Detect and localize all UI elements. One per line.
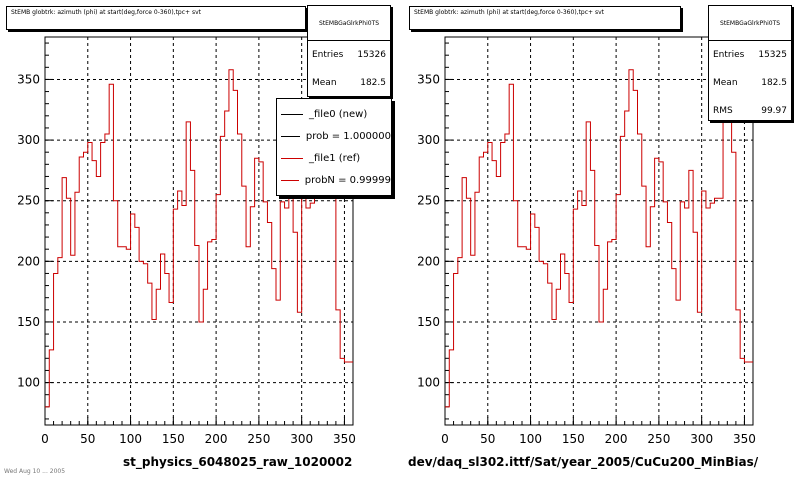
- histogram-panel-left: 0 50 100 150 200 250 300 350 100 150 200 250 300 350 …: [6, 5, 392, 469]
- legend-label: prob = 1.000000: [305, 130, 391, 142]
- y-tick-label: 350: [417, 72, 440, 86]
- footer-label: st_physics_6048025_raw_1020002: [123, 455, 353, 469]
- histogram-title: StEMB globtrk: azimuth (phi) at start(de…: [409, 6, 681, 30]
- stats-label: Mean: [312, 78, 337, 88]
- y-tick-label: 350: [17, 72, 40, 86]
- stats-row-entries: Entries 15325: [709, 41, 791, 69]
- x-tick-label: 50: [80, 432, 95, 446]
- stats-value: 99.97: [761, 106, 787, 116]
- legend: _file0 (new) prob = 1.000000 _file1 (ref…: [276, 98, 392, 196]
- stats-value: 15326: [357, 50, 386, 60]
- legend-label: _file1 (ref): [309, 152, 361, 164]
- histogram-series-line: [45, 69, 353, 408]
- x-tick-label: 300: [690, 432, 713, 446]
- y-tick-label: 300: [417, 133, 440, 147]
- footer-label: dev/daq_sl302.ittf/Sat/year_2005/CuCu200…: [408, 455, 759, 469]
- legend-entry: probN = 0.99999: [277, 169, 391, 191]
- y-tick-label: 250: [417, 194, 440, 208]
- x-tick-label: 300: [290, 432, 313, 446]
- x-tick-label: 100: [519, 432, 542, 446]
- stats-label: Entries: [713, 50, 745, 60]
- legend-swatch: [281, 113, 303, 115]
- y-tick-label: 100: [17, 376, 40, 390]
- timestamp-stamp: Wed Aug 10 ... 2005: [4, 468, 66, 475]
- x-tick-label: 150: [562, 432, 585, 446]
- stats-label: RMS: [713, 106, 733, 116]
- legend-entry: prob = 1.000000: [277, 125, 391, 147]
- x-tick-label: 250: [647, 432, 670, 446]
- x-tick-label: 350: [733, 432, 756, 446]
- legend-swatch: [281, 179, 299, 181]
- stats-value: 182.5: [360, 78, 386, 88]
- legend-swatch: [281, 157, 303, 159]
- y-tick-label: 250: [17, 194, 40, 208]
- stats-row-mean: Mean 182.5: [308, 69, 390, 97]
- y-tick-label: 150: [417, 315, 440, 329]
- y-tick-label: 100: [417, 376, 440, 390]
- stats-label: Entries: [312, 50, 344, 60]
- histogram-title: StEMB globtrk: azimuth (phi) at start(de…: [6, 6, 306, 30]
- x-tick-label: 350: [333, 432, 356, 446]
- legend-label: probN = 0.99999: [304, 174, 391, 186]
- stats-row-mean: Mean 182.5: [709, 69, 791, 97]
- stats-name: StEMBGaGlrkPhi0TS: [308, 6, 390, 41]
- plot-frame: [444, 36, 754, 426]
- legend-swatch: [281, 135, 300, 137]
- x-tick-label: 150: [162, 432, 185, 446]
- x-tick-label: 200: [605, 432, 628, 446]
- histogram-panel-right: 0 50 100 150 200 250 300 350 100 150 200 250 300 350 …: [400, 0, 800, 480]
- stats-box: StEMBGaGlrkPhi0TS Entries 15326 Mean 182…: [307, 5, 391, 97]
- y-tick-label: 200: [17, 254, 40, 268]
- x-tick-label: 0: [41, 432, 49, 446]
- x-tick-label: 0: [441, 432, 449, 446]
- legend-label: _file0 (new): [309, 108, 368, 120]
- y-tick-label: 300: [17, 133, 40, 147]
- x-tick-label: 200: [205, 432, 228, 446]
- legend-entry: _file0 (new): [277, 103, 391, 125]
- stats-value: 182.5: [761, 78, 787, 88]
- stats-name: StEMBGaGlrkPhi0TS: [709, 6, 791, 41]
- histogram-plot: 0 50 100 150 200 250 300 350 100 150 200 250 300 350: [417, 36, 756, 446]
- histogram-series-line: [445, 69, 753, 408]
- stats-value: 15325: [758, 50, 787, 60]
- x-tick-label: 250: [247, 432, 270, 446]
- y-tick-label: 150: [17, 315, 40, 329]
- legend-entry: _file1 (ref): [277, 147, 391, 169]
- x-tick-label: 100: [119, 432, 142, 446]
- stats-row-entries: Entries 15326: [308, 41, 390, 69]
- y-tick-label: 200: [417, 254, 440, 268]
- x-tick-label: 50: [480, 432, 495, 446]
- stats-label: Mean: [713, 78, 738, 88]
- stats-row-rms: RMS 99.97: [709, 97, 791, 125]
- stats-box: StEMBGaGlrkPhi0TS Entries 15325 Mean 182…: [708, 5, 792, 121]
